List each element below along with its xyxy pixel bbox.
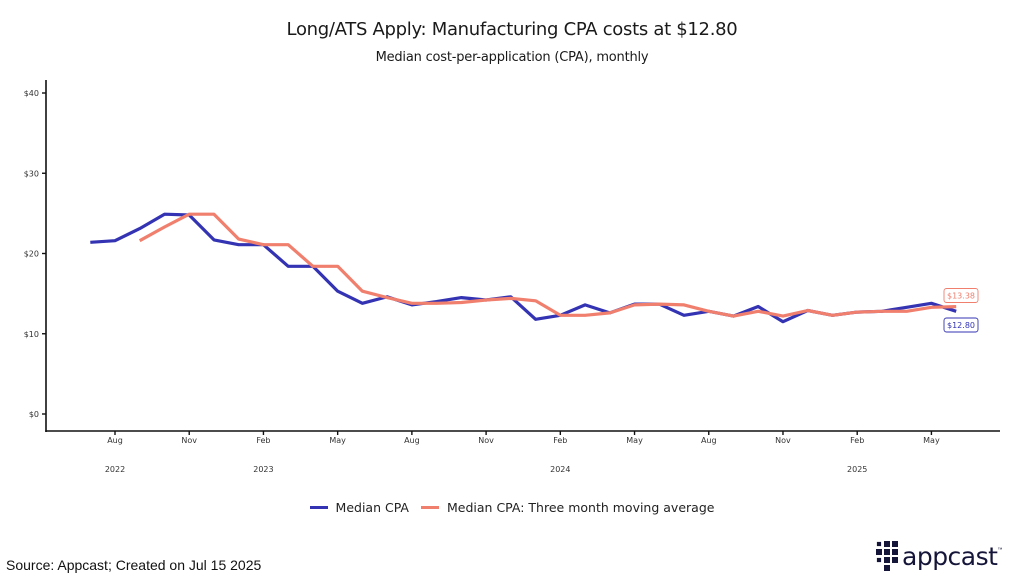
series-line-median-cpa: [90, 212, 957, 324]
x-axis-ticks: Aug Nov Feb May Aug Nov Feb May Aug Nov Feb May 2022…: [105, 431, 940, 474]
x-year-label: 2022: [105, 465, 125, 474]
x-tick-label: May: [329, 436, 346, 445]
x-tick-label: Nov: [775, 436, 791, 445]
axes: [45, 80, 1000, 432]
legend-item-median-cpa[interactable]: Median CPA: [309, 500, 409, 515]
end-label-median-cpa: $12.80: [943, 317, 979, 333]
series-lines: [90, 212, 957, 324]
end-label-box: [943, 288, 979, 303]
x-tick-label: Nov: [478, 436, 494, 445]
chart-subtitle: Median cost-per-application (CPA), month…: [375, 50, 649, 65]
logo-trademark: ™: [997, 547, 1003, 553]
end-label-text: $12.80: [947, 321, 975, 330]
x-tick-label: May: [923, 436, 940, 445]
legend: Median CPA Median CPA: Three month movin…: [0, 500, 1024, 515]
x-tick-label: Aug: [404, 436, 420, 445]
x-tick-label: Aug: [107, 436, 123, 445]
x-tick-label: Feb: [553, 436, 567, 445]
source-note: Source: Appcast; Created on Jul 15 2025: [6, 557, 262, 573]
x-tick-label: Aug: [701, 436, 717, 445]
y-tick-label: $0: [29, 410, 39, 419]
x-tick-label: Feb: [850, 436, 864, 445]
legend-swatch-moving-average: [421, 506, 439, 509]
y-tick-label: $10: [24, 330, 39, 339]
end-labels: $13.38 $12.80: [943, 288, 979, 333]
end-label-text: $13.38: [947, 292, 975, 301]
legend-label-moving-average: Median CPA: Three month moving average: [447, 500, 715, 515]
logo-grid-icon: [876, 541, 898, 571]
series-line-moving-average: [138, 212, 957, 318]
y-tick-label: $40: [24, 89, 39, 98]
x-year-label: 2024: [550, 465, 570, 474]
x-tick-label: May: [626, 436, 643, 445]
legend-swatch-median-cpa: [309, 506, 328, 509]
y-tick-label: $30: [24, 169, 39, 178]
logo-text: appcast: [902, 541, 998, 571]
end-label-box: [943, 317, 979, 333]
chart-title: Long/ATS Apply: Manufacturing CPA costs …: [286, 19, 738, 40]
x-tick-label: Nov: [181, 436, 197, 445]
legend-item-moving-average[interactable]: Median CPA: Three month moving average: [421, 500, 714, 515]
y-axis-ticks: $0 $10 $20 $30 $40: [24, 89, 46, 419]
appcast-logo: appcast ™: [876, 541, 1002, 571]
end-label-moving-average: $13.38: [943, 288, 979, 303]
x-tick-label: Feb: [256, 436, 270, 445]
x-year-label: 2023: [253, 465, 273, 474]
y-tick-label: $20: [24, 250, 39, 259]
x-year-label: 2025: [847, 465, 867, 474]
legend-label-median-cpa: Median CPA: [335, 500, 409, 515]
